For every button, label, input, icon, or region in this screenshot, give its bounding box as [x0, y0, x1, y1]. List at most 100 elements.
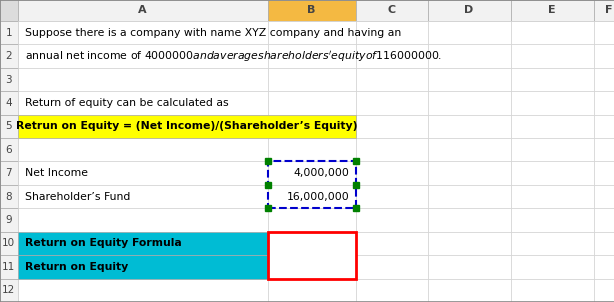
Text: annual net income of $4000000 and average shareholders' equity of $116000000.: annual net income of $4000000 and averag… — [25, 49, 441, 64]
Bar — [594, 255, 614, 278]
Bar — [594, 208, 614, 232]
Bar — [18, 115, 356, 138]
Bar — [427, 255, 510, 278]
Bar — [510, 21, 594, 44]
Bar — [594, 44, 614, 68]
Bar — [268, 115, 356, 138]
Text: F: F — [605, 5, 613, 15]
Bar — [510, 44, 594, 68]
Bar — [510, 232, 594, 255]
Bar — [268, 232, 356, 278]
Bar — [18, 232, 268, 255]
Bar — [0, 68, 18, 91]
Bar — [356, 68, 427, 91]
Bar — [18, 115, 268, 138]
Text: 4: 4 — [6, 98, 12, 108]
Text: Shareholder’s Fund: Shareholder’s Fund — [25, 192, 130, 202]
Bar — [427, 115, 510, 138]
Bar — [18, 255, 268, 278]
Bar — [427, 162, 510, 185]
Bar — [268, 21, 356, 44]
Text: E: E — [548, 5, 556, 15]
Bar — [0, 278, 18, 302]
Bar — [268, 0, 356, 21]
Bar — [510, 115, 594, 138]
Bar — [427, 208, 510, 232]
Bar — [18, 255, 268, 278]
Bar — [268, 44, 356, 68]
Bar — [510, 278, 594, 302]
Text: 7: 7 — [6, 168, 12, 178]
Bar — [18, 68, 268, 91]
Bar — [18, 232, 268, 255]
Text: 2: 2 — [6, 51, 12, 61]
Bar — [268, 162, 356, 208]
Bar — [268, 68, 356, 91]
Bar — [356, 44, 427, 68]
Bar — [427, 232, 510, 255]
Bar — [510, 162, 594, 185]
Bar — [427, 138, 510, 162]
Bar — [594, 278, 614, 302]
Bar — [18, 138, 268, 162]
Bar — [268, 185, 356, 208]
Bar — [0, 255, 18, 278]
Bar — [510, 91, 594, 115]
Text: B: B — [308, 5, 316, 15]
Text: B8: B8 — [319, 239, 335, 249]
Text: Return on Equity: Return on Equity — [25, 262, 128, 272]
Text: 3: 3 — [6, 75, 12, 85]
Bar — [594, 185, 614, 208]
Bar — [0, 115, 18, 138]
Text: 9: 9 — [6, 215, 12, 225]
Bar — [18, 162, 268, 185]
Bar — [0, 0, 18, 21]
Bar — [18, 91, 268, 115]
Bar — [0, 162, 18, 185]
Bar — [510, 208, 594, 232]
Bar — [510, 0, 594, 21]
Text: =B7: =B7 — [290, 239, 315, 249]
Bar — [356, 138, 427, 162]
Bar — [427, 91, 510, 115]
Text: Net Income: Net Income — [25, 168, 88, 178]
Bar — [268, 138, 356, 162]
Text: 8: 8 — [6, 192, 12, 202]
Text: 12: 12 — [2, 285, 15, 295]
Bar — [356, 278, 427, 302]
Bar — [268, 162, 356, 185]
Bar — [594, 162, 614, 185]
Bar — [427, 185, 510, 208]
Bar — [594, 138, 614, 162]
Bar — [0, 138, 18, 162]
Bar — [427, 44, 510, 68]
Bar — [268, 278, 356, 302]
Bar — [18, 0, 268, 21]
Bar — [356, 255, 427, 278]
Text: 1: 1 — [6, 28, 12, 38]
Bar — [18, 21, 268, 44]
Bar — [594, 0, 614, 21]
Bar — [427, 0, 510, 21]
Text: 10: 10 — [2, 239, 15, 249]
Bar — [510, 68, 594, 91]
Bar — [18, 44, 268, 68]
Bar — [510, 255, 594, 278]
Text: 5: 5 — [6, 121, 12, 131]
Bar — [356, 185, 427, 208]
Text: Suppose there is a company with name XYZ company and having an: Suppose there is a company with name XYZ… — [25, 28, 401, 38]
Text: 4,000,000: 4,000,000 — [293, 168, 349, 178]
Bar — [18, 278, 268, 302]
Bar — [356, 232, 427, 255]
Bar — [268, 255, 356, 278]
Bar — [268, 91, 356, 115]
Bar — [0, 21, 18, 44]
Bar — [356, 91, 427, 115]
Bar — [356, 162, 427, 185]
Text: 25%: 25% — [300, 262, 324, 272]
Bar — [0, 44, 18, 68]
Bar — [0, 232, 18, 255]
Bar — [268, 255, 356, 278]
Bar — [594, 115, 614, 138]
Bar — [0, 91, 18, 115]
